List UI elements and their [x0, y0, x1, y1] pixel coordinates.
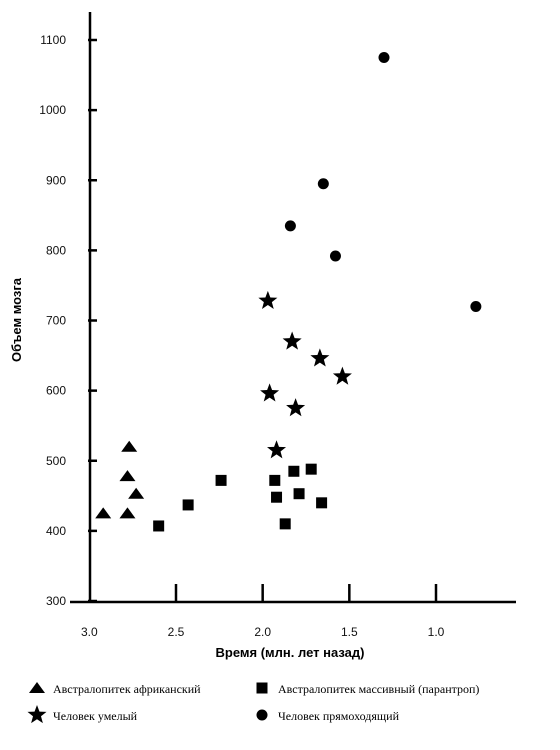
y-tick-label: 1000 — [39, 103, 66, 117]
triangle-point — [121, 440, 138, 452]
star-point — [267, 440, 287, 459]
legend-label: Австралопитек массивный (парантроп) — [278, 682, 479, 696]
series-star — [258, 290, 352, 459]
square-point — [316, 497, 328, 509]
legend-item: Австралопитек африканский — [29, 682, 201, 696]
y-tick-label: 1100 — [40, 33, 66, 47]
star-point — [310, 348, 330, 367]
triangle-point — [128, 487, 145, 499]
y-axis-label: Объем мозга — [9, 277, 24, 362]
star-point — [258, 290, 278, 309]
triangle-point — [95, 507, 112, 519]
circle-point — [284, 220, 296, 232]
legend-triangle-icon — [29, 682, 45, 693]
axes — [70, 12, 516, 604]
square-point — [288, 465, 300, 477]
y-tick-label: 600 — [46, 384, 66, 398]
square-point — [269, 474, 281, 486]
y-tick-label: 400 — [46, 524, 66, 538]
legend-item: Человек прямоходящий — [256, 709, 400, 723]
square-point — [271, 491, 283, 503]
square-point — [293, 488, 305, 500]
circle-point — [317, 178, 329, 190]
triangle-point — [119, 507, 136, 519]
legend-item: Человек умелый — [27, 705, 138, 724]
tick-group: 300 400 500 600 700 800 900 1000 1100 3.0 2.5 2.0 1.… — [39, 33, 444, 639]
y-tick-label: 900 — [46, 173, 66, 187]
x-tick-label: 2.5 — [168, 625, 185, 639]
data-points — [95, 52, 482, 532]
y-tick-label: 300 — [46, 594, 66, 608]
circle-point — [378, 52, 390, 64]
legend-square-icon — [256, 682, 268, 694]
square-point — [279, 518, 291, 530]
legend-label: Австралопитек африканский — [53, 682, 201, 696]
star-point — [260, 383, 280, 402]
triangle-point — [119, 470, 136, 482]
circle-point — [329, 250, 341, 262]
series-square — [153, 463, 328, 532]
legend-circle-icon — [256, 709, 268, 721]
y-tick-label: 500 — [46, 454, 66, 468]
x-tick-label: 1.0 — [428, 625, 445, 639]
square-point — [153, 520, 165, 532]
series-triangle — [95, 440, 145, 519]
legend-star-icon — [27, 705, 47, 724]
legend-item: Австралопитек массивный (парантроп) — [256, 682, 479, 696]
x-axis-label: Время (млн. лет назад) — [216, 645, 365, 660]
star-point — [286, 398, 306, 417]
x-tick-label: 2.0 — [254, 625, 271, 639]
x-tick-label: 1.5 — [341, 625, 358, 639]
square-point — [305, 463, 317, 475]
y-tick-label: 700 — [46, 314, 66, 328]
circle-point — [470, 300, 482, 312]
legend: Австралопитек африканский Австралопитек м… — [27, 682, 479, 724]
square-point — [182, 499, 194, 511]
x-tick-label: 3.0 — [81, 625, 98, 639]
series-circle — [284, 52, 482, 312]
square-point — [215, 474, 227, 486]
legend-label: Человек прямоходящий — [278, 709, 400, 723]
star-point — [282, 331, 302, 350]
y-tick-label: 800 — [46, 243, 66, 257]
legend-label: Человек умелый — [53, 709, 138, 723]
star-point — [332, 366, 352, 385]
